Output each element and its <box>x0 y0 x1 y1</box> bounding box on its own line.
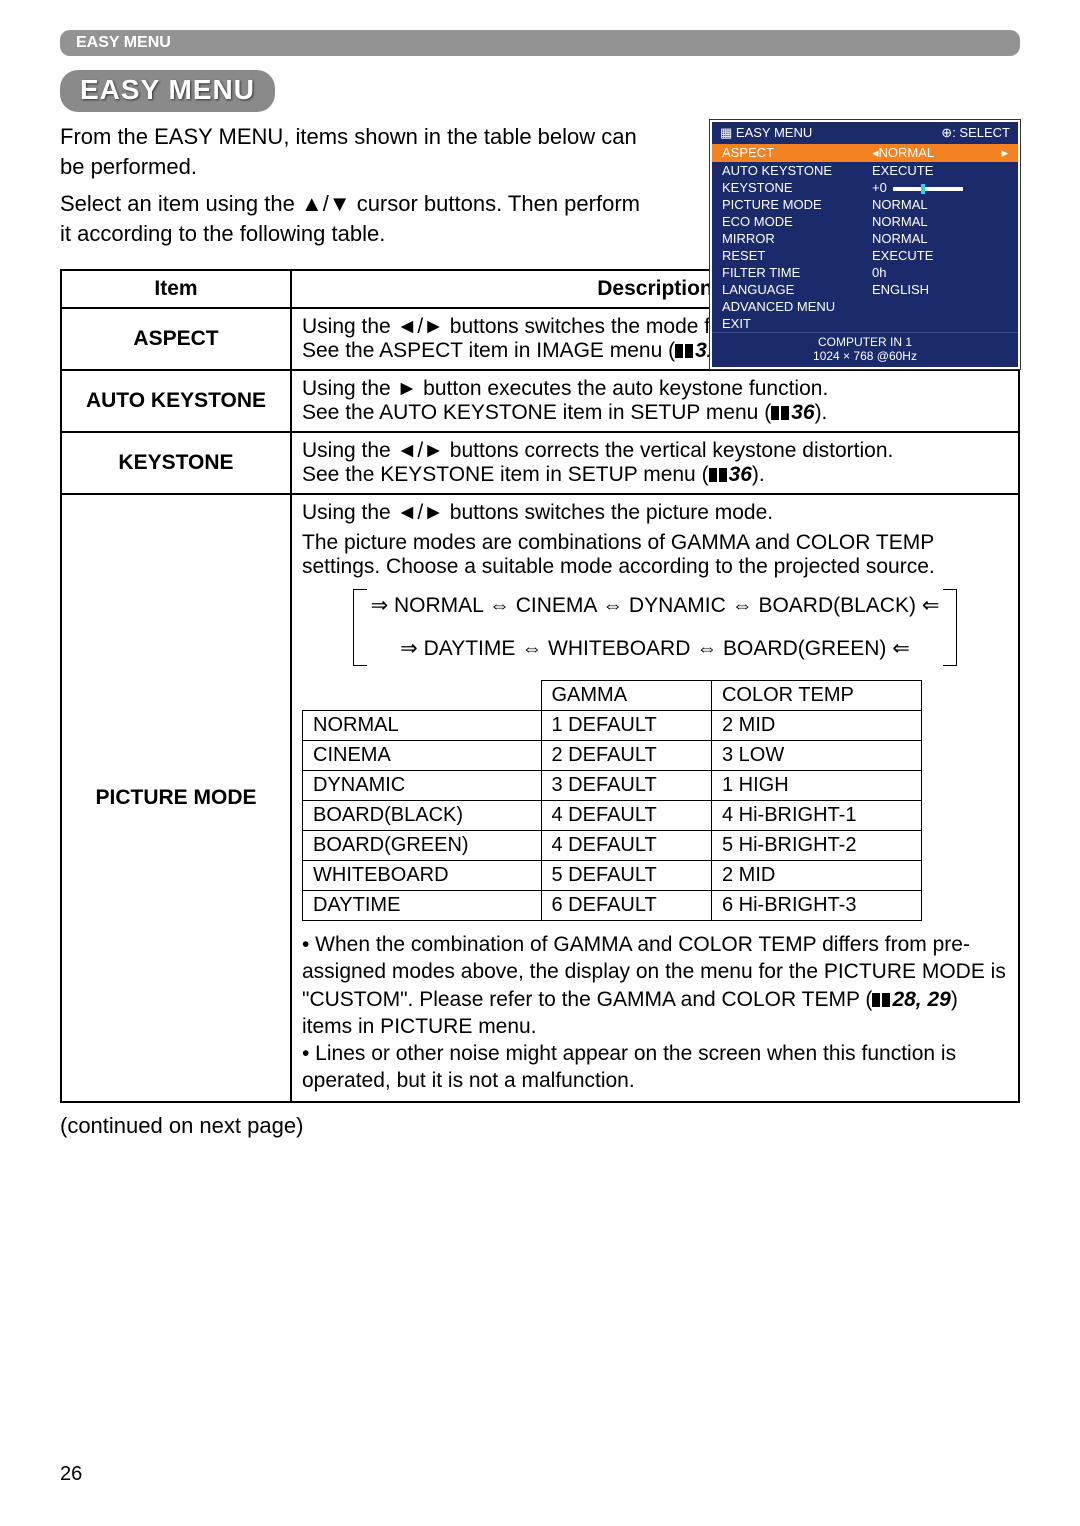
osd-row-label: PICTURE MODE <box>722 197 872 212</box>
row-autokeystone-desc: Using the ► button executes the auto key… <box>291 370 1019 432</box>
osd-resolution: 1024 × 768 @60Hz <box>712 349 1018 363</box>
osd-title: ▦ EASY MENU <box>720 125 812 141</box>
osd-row: RESETEXECUTE <box>712 247 1018 264</box>
pm-line1: Using the ◄/► buttons switches the pictu… <box>302 501 1008 525</box>
row-picturemode-item: PICTURE MODE <box>61 494 291 1102</box>
inner-header-cell: GAMMA <box>541 680 711 710</box>
osd-row: LANGUAGEENGLISH <box>712 281 1018 298</box>
osd-row-value: +0 <box>872 180 963 195</box>
osd-row-label: MIRROR <box>722 231 872 246</box>
osd-row-label: LANGUAGE <box>722 282 872 297</box>
book-icon <box>675 344 693 358</box>
osd-row: ASPECT◂NORMAL▸ <box>712 144 1018 162</box>
pm-note1: • When the combination of GAMMA and COLO… <box>302 931 1008 1040</box>
osd-row-label: FILTER TIME <box>722 265 872 280</box>
inner-cell: 3 DEFAULT <box>541 770 711 800</box>
inner-header-cell <box>303 680 542 710</box>
inner-cell: DAYTIME <box>303 890 542 920</box>
osd-row: ECO MODENORMAL <box>712 213 1018 230</box>
inner-cell: DYNAMIC <box>303 770 542 800</box>
osd-row-value: ◂NORMAL <box>872 145 934 161</box>
osd-row-value: EXECUTE <box>872 248 933 263</box>
book-icon <box>771 406 789 420</box>
inner-cell: BOARD(GREEN) <box>303 830 542 860</box>
row-keystone-item: KEYSTONE <box>61 432 291 494</box>
row-autokeystone-item: AUTO KEYSTONE <box>61 370 291 432</box>
intro-paragraph-1: From the EASY MENU, items shown in the t… <box>60 122 640 181</box>
easy-menu-table: Item Description ASPECT Using the ◄/► bu… <box>60 269 1020 1103</box>
inner-header-cell: COLOR TEMP <box>711 680 921 710</box>
easy-menu-pill: EASY MENU <box>60 70 275 112</box>
inner-cell: 2 MID <box>711 710 921 740</box>
osd-select-hint: ⊕: SELECT <box>941 125 1010 141</box>
osd-row: FILTER TIME0h <box>712 264 1018 281</box>
row-keystone-desc: Using the ◄/► buttons corrects the verti… <box>291 432 1019 494</box>
inner-cell: 1 DEFAULT <box>541 710 711 740</box>
osd-row-value: NORMAL <box>872 231 928 246</box>
inner-cell: 4 Hi-BRIGHT-1 <box>711 800 921 830</box>
osd-row-label: AUTO KEYSTONE <box>722 163 872 178</box>
inner-cell: NORMAL <box>303 710 542 740</box>
book-icon <box>709 468 727 482</box>
pm-line2: The picture modes are combinations of GA… <box>302 531 1008 579</box>
col-item-header: Item <box>61 270 291 308</box>
row-picturemode-desc: Using the ◄/► buttons switches the pictu… <box>291 494 1019 1102</box>
inner-cell: 6 DEFAULT <box>541 890 711 920</box>
book-icon <box>872 993 890 1007</box>
osd-source: COMPUTER IN 1 <box>712 335 1018 349</box>
pm-inner-table: GAMMACOLOR TEMPNORMAL1 DEFAULT2 MIDCINEM… <box>302 680 922 921</box>
osd-row: AUTO KEYSTONEEXECUTE <box>712 162 1018 179</box>
inner-cell: 2 MID <box>711 860 921 890</box>
inner-cell: 1 HIGH <box>711 770 921 800</box>
osd-row-label: KEYSTONE <box>722 180 872 195</box>
osd-row-label: ECO MODE <box>722 214 872 229</box>
inner-cell: 3 LOW <box>711 740 921 770</box>
inner-cell: 5 DEFAULT <box>541 860 711 890</box>
inner-cell: WHITEBOARD <box>303 860 542 890</box>
pm-note2: • Lines or other noise might appear on t… <box>302 1040 1008 1095</box>
osd-row-value: NORMAL <box>872 197 928 212</box>
inner-cell: 5 Hi-BRIGHT-2 <box>711 830 921 860</box>
osd-row: KEYSTONE+0 <box>712 179 1018 196</box>
osd-row-label: ASPECT <box>722 145 872 161</box>
osd-row-label: RESET <box>722 248 872 263</box>
osd-screenshot: ▦ EASY MENU ⊕: SELECT ASPECT◂NORMAL▸ AUT… <box>710 120 1020 369</box>
osd-row-value: 0h <box>872 265 886 280</box>
osd-row: PICTURE MODENORMAL <box>712 196 1018 213</box>
osd-row-value: EXECUTE <box>872 163 933 178</box>
osd-row: ADVANCED MENU <box>712 298 1018 315</box>
row-aspect-item: ASPECT <box>61 308 291 370</box>
osd-row-label: EXIT <box>722 316 872 331</box>
inner-cell: 4 DEFAULT <box>541 800 711 830</box>
pm-cycle: ⇒ NORMAL ⇔ CINEMA ⇔ DYNAMIC ⇔ BOARD(BLAC… <box>302 589 1008 666</box>
osd-row-label: ADVANCED MENU <box>722 299 872 314</box>
osd-footer: COMPUTER IN 1 1024 × 768 @60Hz <box>712 332 1018 367</box>
osd-row-value: NORMAL <box>872 214 928 229</box>
osd-row: EXIT <box>712 315 1018 332</box>
section-header: EASY MENU <box>60 30 1020 56</box>
inner-cell: 6 Hi-BRIGHT-3 <box>711 890 921 920</box>
inner-cell: CINEMA <box>303 740 542 770</box>
page-number: 26 <box>60 1463 82 1486</box>
intro-paragraph-2: Select an item using the ▲/▼ cursor butt… <box>60 189 640 248</box>
osd-row: MIRRORNORMAL <box>712 230 1018 247</box>
inner-cell: BOARD(BLACK) <box>303 800 542 830</box>
inner-cell: 4 DEFAULT <box>541 830 711 860</box>
osd-titlebar: ▦ EASY MENU ⊕: SELECT <box>712 122 1018 144</box>
osd-row-value: ENGLISH <box>872 282 929 297</box>
continued-note: (continued on next page) <box>60 1113 1020 1139</box>
inner-cell: 2 DEFAULT <box>541 740 711 770</box>
